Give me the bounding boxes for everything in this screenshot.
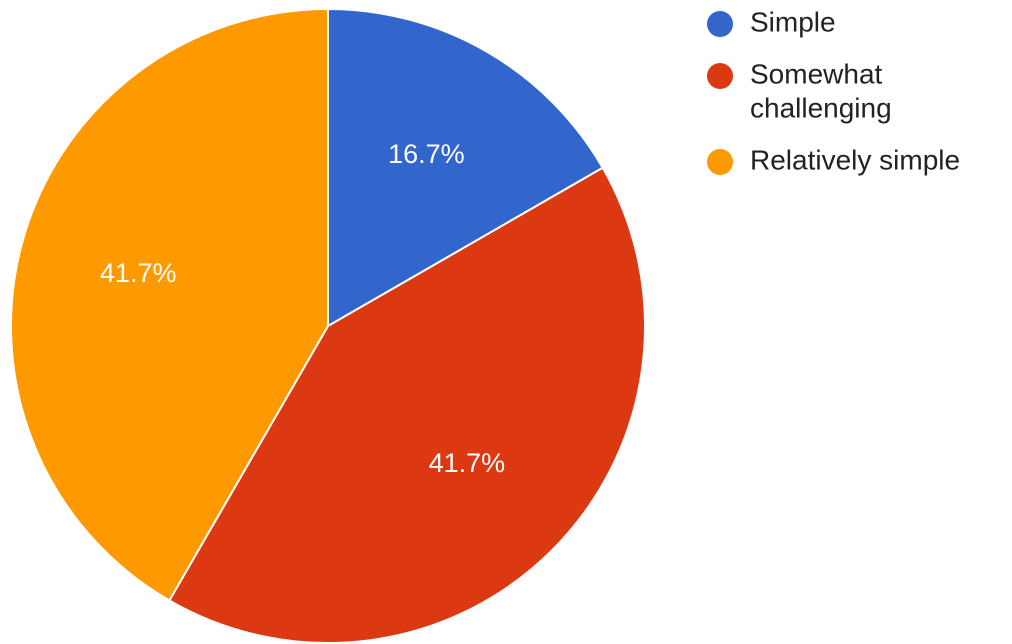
legend-marker bbox=[707, 63, 733, 89]
legend-label: challenging bbox=[750, 92, 892, 123]
slice-value-label: 41.7% bbox=[429, 448, 506, 478]
legend-label: Somewhat bbox=[750, 58, 883, 89]
slice-value-label: 16.7% bbox=[388, 139, 465, 169]
pie-slice-relatively-simple bbox=[10, 7, 329, 602]
legend-marker bbox=[707, 11, 733, 37]
pie-slice-somewhat-challenging bbox=[167, 166, 646, 644]
pie-slice-simple bbox=[327, 7, 605, 328]
legend-label: Relatively simple bbox=[750, 144, 960, 175]
pie-slice-labels: 16.7% 41.7% 41.7% bbox=[100, 139, 505, 478]
slice-value-label: 41.7% bbox=[100, 258, 177, 288]
pie-slices bbox=[10, 7, 646, 644]
legend-label: Simple bbox=[750, 6, 836, 37]
legend-marker bbox=[707, 149, 733, 175]
